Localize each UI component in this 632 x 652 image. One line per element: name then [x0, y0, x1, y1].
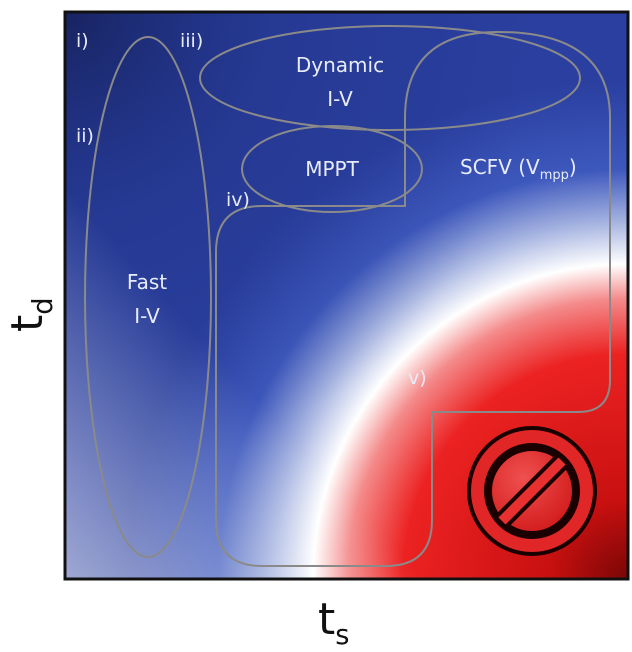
- marker-iv: iv): [226, 189, 250, 211]
- prohibited-badge-rim: [467, 426, 597, 556]
- marker-i: i): [76, 30, 89, 52]
- mppt-region-outline: [241, 125, 423, 213]
- prohibited-slash-inner: [498, 457, 566, 525]
- dynamic-iv-label-line1: Dynamic: [296, 53, 384, 77]
- dynamic-iv-region-outline: [199, 25, 581, 131]
- scfv-label: SCFV (Vmpp): [460, 155, 577, 183]
- marker-v: v): [408, 367, 427, 389]
- scfv-region-outline: [215, 30, 611, 567]
- fast-iv-label-line1: Fast: [127, 270, 167, 294]
- x-axis-label: ts: [318, 594, 350, 651]
- plot-frame: [63, 10, 630, 581]
- scfv-label-subscript: mpp: [540, 168, 569, 183]
- mppt-label: MPPT: [305, 157, 359, 181]
- marker-ii: ii): [76, 125, 94, 147]
- fast-iv-label-line2: I-V: [134, 304, 160, 328]
- prohibited-icon: [467, 426, 597, 556]
- dynamic-iv-label-line2: I-V: [327, 87, 353, 111]
- marker-iii: iii): [180, 30, 203, 52]
- fast-iv-region-outline: [84, 36, 212, 558]
- y-axis-label: td: [2, 297, 59, 332]
- plot-area: i) ii) iii) iv) v) Fast I-V Dynamic I-V …: [65, 12, 628, 579]
